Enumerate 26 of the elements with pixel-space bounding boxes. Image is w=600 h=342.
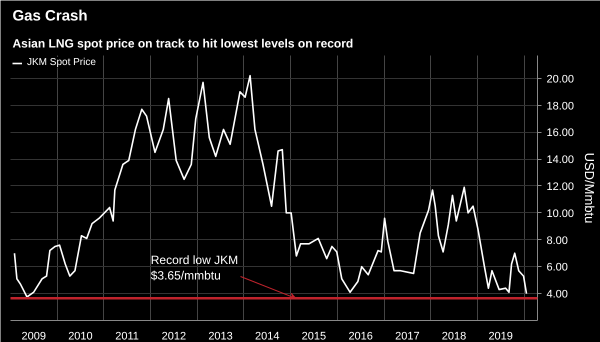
x-tick-label: 2018 [442, 330, 466, 342]
chart-subtitle: Asian LNG spot price on track to hit lowest levels on record [12, 36, 354, 50]
x-tick-label: 2019 [488, 330, 513, 342]
x-tick-label: 2017 [395, 330, 420, 342]
y-tick-label: 4.00 [546, 288, 568, 301]
annotation: Record low JKM $3.65/mmbtu [150, 252, 238, 282]
x-tick-label: 2016 [348, 330, 373, 342]
x-tick-label: 2010 [68, 330, 93, 342]
x-tick-label: 2014 [254, 330, 280, 342]
x-tick-label: 2012 [162, 330, 186, 342]
y-tick-label: 18.00 [546, 100, 574, 112]
chart-title: Gas Crash [12, 8, 88, 24]
y-tick-label: 16.00 [546, 127, 574, 140]
x-tick-label: 2011 [115, 330, 139, 342]
y-tick-label: 10.00 [546, 208, 574, 220]
x-tick-label: 2015 [302, 330, 326, 342]
y-tick-label: 12.00 [546, 180, 574, 193]
line-series [14, 74, 528, 298]
y-tick-label: 14.00 [546, 154, 574, 166]
legend-label: JKM Spot Price [27, 57, 96, 68]
y-axis-title: USD/Mmbtu [582, 152, 598, 224]
y-tick-label: 6.00 [546, 262, 568, 274]
x-tick-label: 2009 [22, 330, 46, 342]
y-tick-label: 8.00 [546, 234, 568, 247]
x-tick-label: 2013 [208, 330, 233, 342]
y-tick-label: 20.00 [546, 73, 574, 86]
